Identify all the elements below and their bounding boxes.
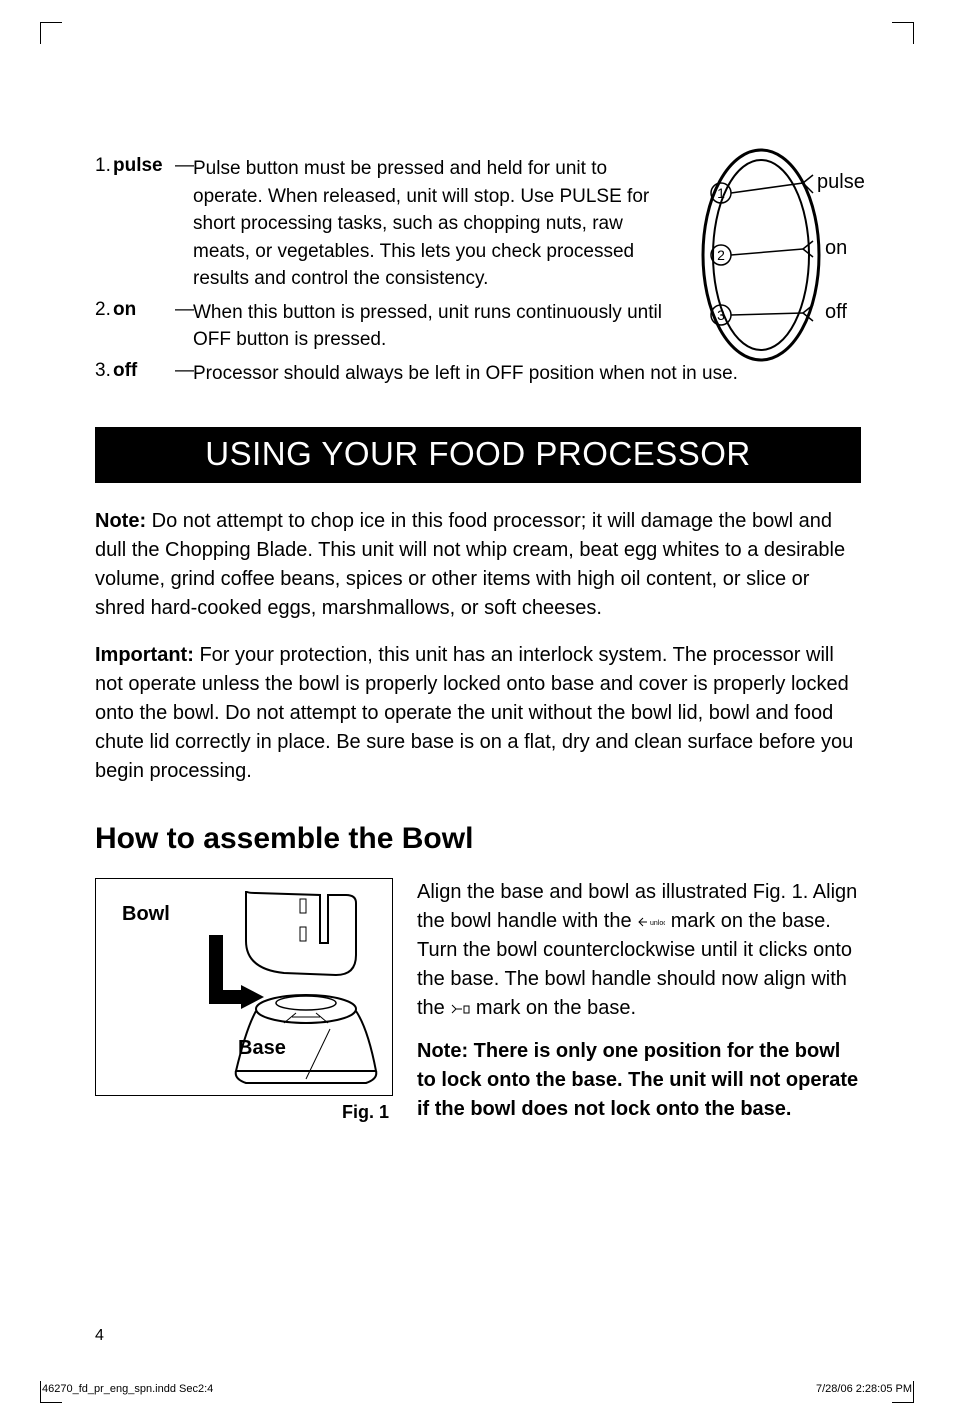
section-banner: USING YOUR FOOD PROCESSOR [95,427,861,483]
control-label: on [113,299,175,321]
crop-mark-tl [40,22,62,44]
control-num: 2. [95,299,113,321]
assemble-heading: How to assemble the Bowl [95,822,861,856]
control-dash: — [175,299,193,321]
important-text: For your protection, this unit has an in… [95,644,853,782]
control-label: pulse [113,155,175,177]
page-number: 4 [95,1327,104,1345]
assemble-row: Bowl Base Fig. 1 Align the base and bowl… [95,878,861,1138]
control-dash: — [175,360,193,382]
assemble-note: Note: There is only one position for the… [417,1037,861,1124]
lock-mark-icon [450,1002,470,1016]
fig-bowl-label: Bowl [122,903,170,926]
fig-caption: Fig. 1 [95,1102,393,1123]
dial-label-on: on [825,237,847,260]
note-label: Note: [95,510,146,532]
crop-mark-tr [892,22,914,44]
control-label: off [113,360,175,382]
svg-text:2: 2 [717,247,725,263]
assemble-text-c: mark on the base. [470,997,636,1019]
important-paragraph: Important: For your protection, this uni… [95,641,861,786]
fig-base-label: Base [238,1037,286,1060]
note-paragraph: Note: Do not attempt to chop ice in this… [95,507,861,623]
figure-frame: Bowl Base [95,878,393,1096]
svg-text:1: 1 [717,185,725,201]
controls-list: 1.pulse— Pulse button must be pressed an… [95,155,861,387]
svg-text:3: 3 [717,307,725,323]
assemble-paragraph-1: Align the base and bowl as illustrated F… [417,878,861,1023]
dial-label-pulse: pulse [817,171,865,194]
footer-timestamp: 7/28/06 2:28:05 PM [816,1383,912,1395]
footer-filename: 46270_fd_pr_eng_spn.indd Sec2:4 [42,1383,213,1395]
dial-label-off: off [825,301,847,324]
control-num: 3. [95,360,113,382]
important-label: Important: [95,644,194,666]
page-content: 1.pulse— Pulse button must be pressed an… [95,155,861,1138]
svg-text:unlock: unlock [650,920,665,927]
unlock-mark-icon: unlock [637,915,665,929]
control-dash: — [175,155,193,177]
control-num: 1. [95,155,113,177]
figure-1: Bowl Base Fig. 1 [95,878,393,1123]
control-dial-figure: 1 2 3 pulse on off [691,145,861,365]
note-text: Do not attempt to chop ice in this food … [95,510,845,619]
assemble-text: Align the base and bowl as illustrated F… [417,878,861,1138]
